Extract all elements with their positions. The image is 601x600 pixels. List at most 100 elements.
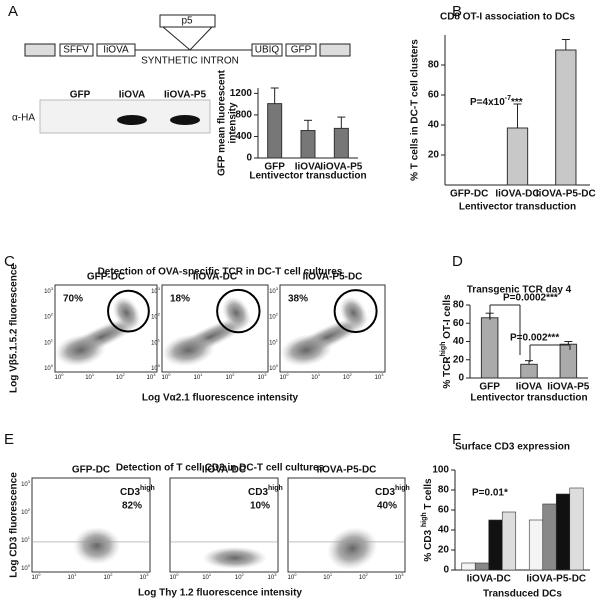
x-tick-label: 102 [116,372,126,381]
percent-label: 10% [250,501,270,512]
x-tick-label: IiOVA-P5-DC [536,189,596,200]
tick-base: 10 [68,575,75,581]
x-tick-label: 101 [323,572,333,581]
intron-label: SYNTHETIC INTRON [141,56,239,67]
y-tick-label: 80 [453,300,465,311]
tick-base: 10 [162,375,169,381]
marker-label-part: CD3 [375,487,395,498]
marker-label: CD3high [248,485,283,498]
y-tick-label: 60 [428,90,440,101]
x-tick-label: 103 [140,572,150,581]
y-tick-label: 800 [235,110,252,121]
x-tick-label: 103 [147,372,157,381]
bar [267,103,283,159]
y-tick-label: 100 [269,363,279,372]
y-tick-label: 100 [432,465,449,476]
tick-base: 10 [269,289,276,295]
y-tick-label: 20 [453,354,465,365]
x-tick-label: IiOVA [516,382,542,393]
band [117,115,147,125]
tick-exp: 3 [274,572,277,577]
tick-base: 10 [151,314,158,320]
x-tick-label: 102 [343,372,353,381]
x-tick-label: 100 [162,372,172,381]
tick-base: 10 [104,575,111,581]
tick-exp: 1 [74,572,77,577]
tick-exp: 0 [294,572,297,577]
cell-population [162,334,215,367]
tick-exp: 1 [158,337,161,342]
annotation: P=4x10-7*** [470,95,523,108]
x-tick-label: 103 [395,572,405,581]
cell-population [73,526,121,565]
plot-label: IiOVA-P5-DC [303,272,363,283]
percent-label: 82% [122,501,142,512]
tick-base: 10 [269,340,276,346]
tick-base: 10 [44,289,51,295]
x-tick-label: 100 [170,572,180,581]
panel-label: C [4,253,15,270]
cell-population [327,527,378,570]
plot-label: IiOVA-P5-DC [317,465,377,476]
bar [528,519,544,571]
y-axis-label: % T cells in DC-T cell clusters [410,39,421,181]
x-tick-label: 100 [288,572,298,581]
x-tick-label: IiOVA [295,162,321,173]
y-axis-label-sup: high [421,512,428,527]
y-tick-label: 40 [428,120,440,131]
annotation-sup: -7 [505,95,511,102]
tick-exp: 2 [232,372,235,377]
bar [542,503,557,571]
tick-base: 10 [194,375,201,381]
tick-exp: 2 [158,312,161,317]
marker-label-part: CD3 [120,487,140,498]
y-tick-label: 103 [44,286,54,295]
x-tick-label: IiOVA-DC [495,189,539,200]
tick-base: 10 [21,538,28,544]
x-tick-label: GFP [264,162,285,173]
bar [480,317,499,379]
y-tick-label: 100 [151,363,161,372]
y-axis-label-part: % TCR [442,356,453,389]
y-axis-label-part: OT-I cells [442,294,453,342]
bar [461,562,476,571]
x-tick-label: 100 [32,572,42,581]
x-axis-label: Lentivector transduction [249,171,366,182]
y-axis-label: % TCRhigh OT-I cells [440,294,453,389]
percent-label: 70% [63,294,83,305]
annotation-part: P=4x10 [470,97,505,108]
y-axis-label: Log CD3 fluorescence [9,472,20,578]
y-tick-label: 400 [235,131,252,142]
y-tick-label: 0 [443,565,449,576]
blot-row-label: α-HA [12,113,35,124]
tick-exp: 0 [286,372,289,377]
x-tick-label: IiOVA-P5 [320,162,362,173]
tick-exp: 2 [51,312,54,317]
tick-exp: 1 [318,372,321,377]
tick-base: 10 [280,375,287,381]
x-axis-label: Lentivector transduction [459,202,576,213]
y-tick-label: 102 [269,312,279,321]
y-tick-label: 100 [44,363,54,372]
y-tick-label: 102 [151,312,161,321]
annotation: P=0.002*** [510,333,559,344]
bar [569,487,584,571]
tick-exp: 1 [276,337,279,342]
cell-population [55,334,106,367]
x-tick-label: GFP-DC [450,189,488,200]
plot-label: GFP-DC [87,272,125,283]
tick-base: 10 [311,375,318,381]
y-axis-label: % CD3 high T cells [421,478,434,562]
tick-exp: 3 [153,372,156,377]
construct [24,14,351,57]
x-tick-label: IiOVA-P5-DC [526,574,586,585]
panel-label: D [452,253,463,270]
tick-base: 10 [268,575,275,581]
tick-base: 10 [55,375,62,381]
tick-exp: 3 [51,286,54,291]
x-tick-label: 103 [258,372,268,381]
tick-base: 10 [226,375,233,381]
tick-base: 10 [44,366,51,372]
cell-population [280,334,333,367]
chart-title: CD8 OT-I association to DCs [440,12,575,23]
